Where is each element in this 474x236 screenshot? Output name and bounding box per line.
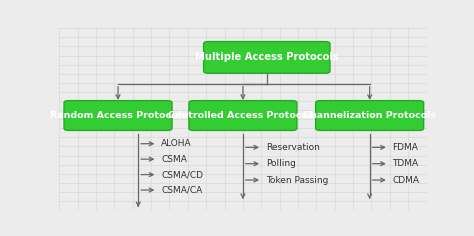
Text: Token Passing: Token Passing [266,176,328,185]
Text: CSMA: CSMA [161,155,187,164]
Text: TDMA: TDMA [392,159,419,168]
Text: CSMA/CA: CSMA/CA [161,185,202,194]
Text: CSMA/CD: CSMA/CD [161,170,203,179]
FancyBboxPatch shape [64,101,172,131]
Text: Controlled Access Protocols: Controlled Access Protocols [168,111,318,120]
FancyBboxPatch shape [189,101,297,131]
FancyBboxPatch shape [204,42,330,73]
Text: Channelization Protocols: Channelization Protocols [303,111,436,120]
Text: Polling: Polling [266,159,296,168]
Text: Reservation: Reservation [266,143,319,152]
Text: Random Access Protocols: Random Access Protocols [50,111,186,120]
Text: ALOHA: ALOHA [161,139,191,148]
Text: CDMA: CDMA [392,176,419,185]
FancyBboxPatch shape [316,101,424,131]
Text: Multiple Access Protocols: Multiple Access Protocols [195,52,339,62]
Text: FDMA: FDMA [392,143,419,152]
